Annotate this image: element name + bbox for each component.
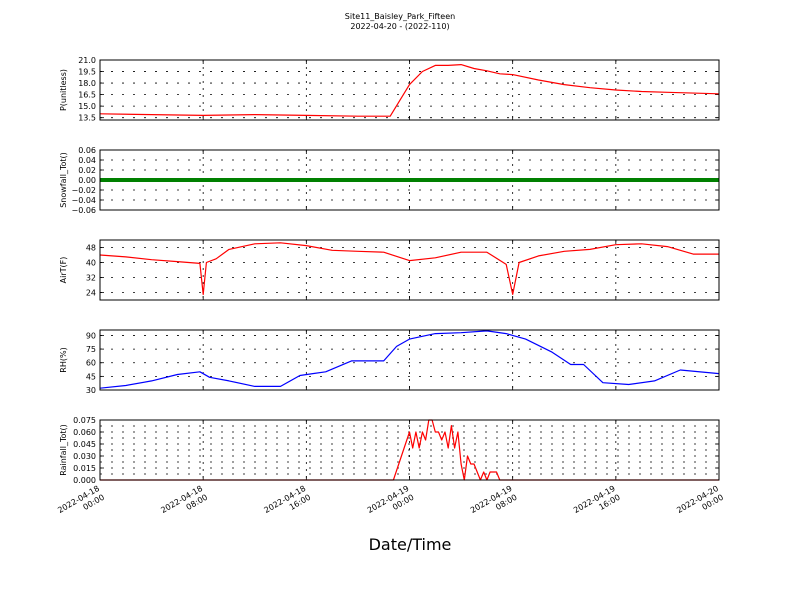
y-tick-label: 60 — [86, 359, 96, 368]
x-axis-label: Date/Time — [369, 535, 452, 554]
y-tick-label: 18.0 — [78, 79, 96, 88]
panel-1: 13.5 15.0 16.5 18.0 19.5 21.0 P(unitless) — [59, 56, 720, 123]
y-tick-label: 0.045 — [73, 440, 96, 449]
y-tick-label: 0.075 — [73, 416, 96, 425]
y-tick-label: −0.04 — [71, 196, 96, 205]
panel-2: −0.06−0.04−0.020.000.020.040.06 Snowfall_… — [59, 146, 720, 215]
panels: 13.5 15.0 16.5 18.0 19.5 21.0 P(unitless) −0.06… — [59, 56, 720, 485]
y-tick-label: 0.000 — [73, 476, 96, 485]
y-axis-label: Snowfall_Tot() — [59, 152, 68, 208]
x-tick-label: 2022-04-1908:00 — [469, 484, 519, 524]
series-line — [99, 242, 719, 295]
y-axis-label: P(unitless) — [59, 69, 68, 111]
x-tick-label: 2022-04-2000:00 — [675, 484, 725, 524]
x-tick-label: 2022-04-1808:00 — [159, 484, 209, 524]
y-tick-label: 15.0 — [78, 102, 96, 111]
y-tick-label: −0.06 — [71, 206, 96, 215]
y-tick-label: 0.015 — [73, 464, 96, 473]
chart-subtitle: 2022-04-20 - (2022-110) — [350, 22, 449, 31]
y-axis-label: RH(%) — [59, 347, 68, 372]
y-axis-label: AirT(F) — [59, 257, 68, 284]
x-tick-label: 2022-04-1900:00 — [366, 484, 416, 524]
y-tick-label: 45 — [86, 372, 96, 381]
y-tick-label: 75 — [86, 345, 96, 354]
panel-frame — [99, 149, 720, 211]
panel-frame — [99, 329, 720, 391]
y-tick-label: 21.0 — [78, 56, 96, 65]
y-tick-label: 0.02 — [78, 166, 96, 175]
y-tick-label: 24 — [86, 289, 96, 298]
y-tick-label: −0.02 — [71, 186, 96, 195]
x-tick-label: 2022-04-1916:00 — [572, 484, 622, 524]
x-tick-label: 2022-04-1816:00 — [263, 484, 313, 524]
panel-3: 24 32 40 48 AirT(F) — [59, 239, 720, 301]
series-line — [99, 330, 720, 389]
x-tick-labels: 2022-04-1800:00 2022-04-1808:00 2022-04-18… — [56, 484, 725, 524]
y-tick-label: 90 — [86, 331, 96, 340]
y-tick-label: 40 — [86, 259, 96, 268]
y-tick-label: 0.060 — [73, 428, 96, 437]
series-line — [99, 63, 720, 117]
panel-5: 0.000 0.015 0.030 0.045 0.060 0.075 Rainfall_T… — [59, 416, 720, 485]
chart-title: Site11_Baisley_Park_Fifteen — [345, 12, 455, 21]
x-tick-label: 2022-04-1800:00 — [56, 484, 106, 524]
y-axis-label: Rainfall_Tot() — [59, 424, 68, 476]
y-tick-label: 16.5 — [78, 91, 96, 100]
y-tick-label: 0.04 — [78, 156, 96, 165]
y-tick-label: 30 — [86, 386, 96, 395]
y-tick-label: 0.06 — [78, 146, 96, 155]
y-tick-label: 0.030 — [73, 452, 96, 461]
series-line — [100, 419, 719, 481]
y-tick-label: 19.5 — [78, 68, 96, 77]
panel-4: 30 45 60 75 90 RH(%) — [59, 329, 720, 395]
y-tick-label: 13.5 — [78, 114, 96, 123]
y-tick-label: 0.00 — [78, 176, 96, 185]
panel-frame — [99, 59, 720, 121]
panel-frame — [99, 239, 720, 301]
panel-frame — [99, 419, 720, 481]
y-tick-label: 48 — [86, 244, 96, 253]
y-tick-label: 32 — [86, 274, 96, 283]
